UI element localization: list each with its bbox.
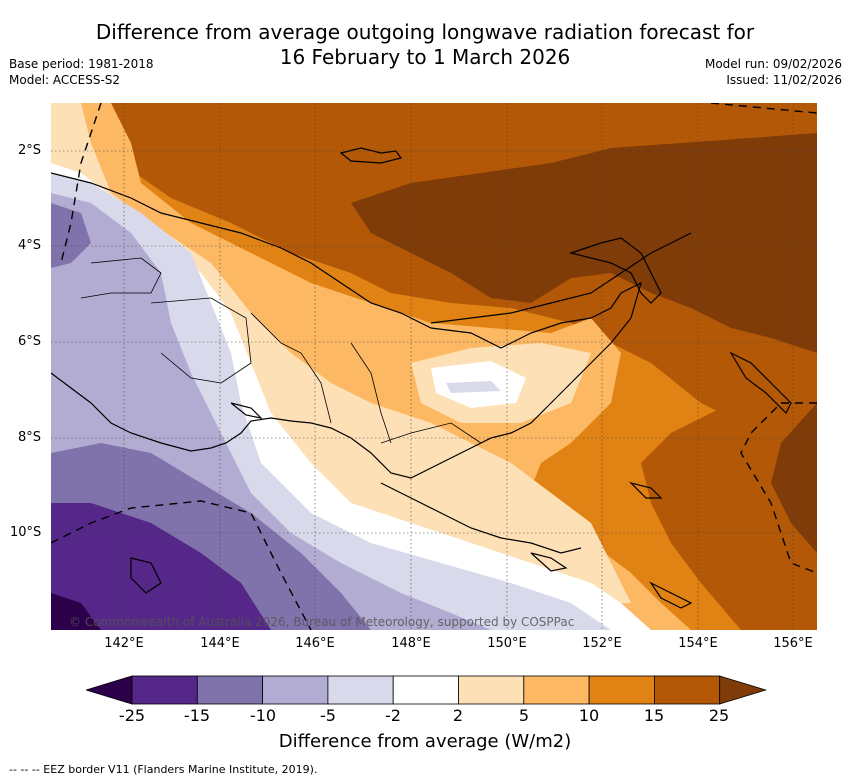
band-over-25-east	[771, 403, 817, 553]
copyright-notice: © Commonwealth of Australia 2026, Bureau…	[69, 615, 574, 629]
colorbar-title: Difference from average (W/m2)	[278, 731, 572, 752]
issued-date: Issued: 11/02/2026	[726, 73, 842, 87]
colorbar-cell	[131, 675, 198, 705]
colorbar-cell	[523, 675, 590, 705]
lat-label-8s: 8°S	[18, 430, 42, 445]
colorbar-cell	[458, 675, 525, 705]
lat-label-10s: 10°S	[10, 525, 42, 540]
title-line-2: 16 February to 1 March 2026	[279, 45, 571, 69]
lon-label-148e: 148°E	[391, 636, 431, 651]
model-run: Model run: 09/02/2026	[704, 57, 842, 71]
olr-anomaly-map: © Commonwealth of Australia 2026, Bureau…	[51, 103, 817, 630]
band-below-minus25	[51, 593, 101, 630]
colorbar-cell	[588, 675, 655, 705]
province-borders	[80, 257, 482, 444]
colorbar-tick-label: 10	[578, 706, 600, 725]
colorbar-arrow-high	[719, 675, 768, 705]
lon-label-152e: 152°E	[582, 636, 622, 651]
colorbar-tick-label: -5	[320, 706, 336, 725]
band-minus15-minus10-west	[51, 203, 91, 268]
meta-right: Model run: 09/02/2026 Issued: 11/02/2026	[705, 56, 842, 88]
colorbar-cell	[392, 675, 459, 705]
title-line-1: Difference from average outgoing longwav…	[95, 20, 755, 44]
lon-label-156e: 156°E	[773, 636, 813, 651]
eez-borders	[51, 103, 817, 630]
colorbar-cell	[327, 675, 394, 705]
meta-left: Base period: 1981-2018 Model: ACCESS-S2	[9, 56, 154, 88]
band-minus25-minus15	[51, 503, 271, 630]
lon-label-146e: 146°E	[295, 636, 335, 651]
colorbar-cell	[262, 675, 329, 705]
base-period: Base period: 1981-2018	[9, 57, 154, 71]
colorbar-tick-label: 2	[452, 706, 464, 725]
colorbar-tick-label: -2	[385, 706, 401, 725]
colorbar-cell	[654, 675, 721, 705]
colorbar-tick-label: 15	[643, 706, 665, 725]
colorbar	[86, 675, 768, 705]
coastlines	[51, 147, 792, 609]
band-over-25-north	[351, 133, 817, 353]
colorbar-tick-label: -25	[118, 706, 146, 725]
lon-label-142e: 142°E	[104, 636, 144, 651]
colorbar-tick-label: 25	[708, 706, 730, 725]
map-title: Difference from average outgoing longwav…	[0, 20, 850, 70]
model-name: Model: ACCESS-S2	[9, 73, 121, 87]
band-minus2-5-inner	[446, 381, 501, 393]
eez-legend-note: -- -- -- EEZ border V11 (Flanders Marine…	[9, 763, 318, 776]
lon-label-150e: 150°E	[487, 636, 527, 651]
colorbar-tick-label: -15	[183, 706, 211, 725]
colorbar-cell	[196, 675, 264, 705]
lat-label-6s: 6°S	[18, 334, 42, 349]
lat-label-4s: 4°S	[18, 238, 42, 253]
lat-label-2s: 2°S	[18, 143, 42, 158]
colorbar-tick-label: -10	[249, 706, 277, 725]
lon-label-144e: 144°E	[200, 636, 240, 651]
colorbar-tick-label: 5	[518, 706, 530, 725]
colorbar-arrow-low	[86, 675, 133, 705]
lon-label-154e: 154°E	[678, 636, 718, 651]
